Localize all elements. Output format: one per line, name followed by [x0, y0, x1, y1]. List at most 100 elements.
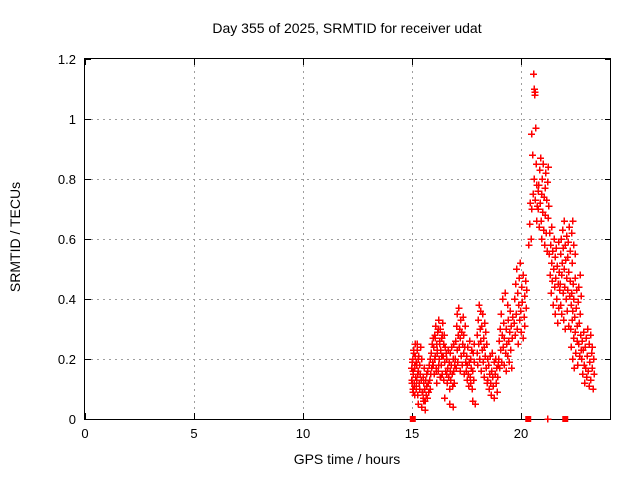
- data-point-plus: [483, 340, 491, 348]
- data-point-plus: [513, 265, 521, 273]
- zero-square-marker: [525, 416, 532, 422]
- data-point-plus: [528, 205, 536, 213]
- data-point-plus: [560, 265, 568, 273]
- data-point-plus: [464, 343, 472, 351]
- data-point-plus: [512, 310, 520, 318]
- data-point-plus: [557, 250, 565, 258]
- data-point-plus: [572, 304, 580, 312]
- data-point-plus: [439, 319, 447, 327]
- y-tick-label: 0.8: [58, 172, 76, 187]
- zero-square-marker: [562, 416, 569, 422]
- y-tick-label: 0.6: [58, 232, 76, 247]
- data-point-plus: [544, 214, 552, 222]
- y-axis-label: SRMTID / TECUs: [7, 182, 23, 292]
- data-point-plus: [480, 373, 488, 381]
- data-point-plus: [567, 325, 575, 333]
- data-point-plus: [583, 373, 591, 381]
- data-point-plus: [435, 316, 443, 324]
- data-point-plus: [469, 367, 477, 375]
- data-point-plus: [585, 382, 593, 390]
- data-point-plus: [408, 358, 416, 366]
- data-point-plus: [544, 178, 552, 186]
- data-point-plus: [565, 223, 573, 231]
- data-point-plus: [570, 241, 578, 249]
- data-point-plus: [423, 394, 431, 402]
- data-point-plus: [570, 295, 578, 303]
- data-point-plus: [554, 319, 562, 327]
- data-point-plus: [505, 358, 513, 366]
- data-point-plus: [520, 313, 528, 321]
- data-point-plus: [493, 388, 501, 396]
- data-point-plus: [500, 319, 508, 327]
- data-point-plus: [536, 199, 544, 207]
- data-point-plus: [475, 301, 483, 309]
- data-point-plus: [411, 391, 419, 399]
- data-point-plus: [513, 325, 521, 333]
- data-point-plus: [588, 349, 596, 357]
- data-point-plus: [523, 286, 531, 294]
- data-point-plus: [421, 406, 429, 414]
- data-point-plus: [588, 343, 596, 351]
- x-tick-label: 0: [81, 426, 88, 441]
- data-point-plus: [470, 376, 478, 384]
- data-point-plus: [482, 328, 490, 336]
- data-point-plus: [567, 343, 575, 351]
- data-point-plus: [534, 205, 542, 213]
- data-point-plus: [537, 154, 545, 162]
- data-point-plus: [528, 130, 536, 138]
- data-point-plus: [517, 328, 525, 336]
- data-point-plus: [519, 334, 527, 342]
- data-point-plus: [577, 292, 585, 300]
- data-point-plus: [529, 190, 537, 198]
- data-point-plus: [564, 253, 572, 261]
- data-point-plus: [527, 235, 535, 243]
- data-point-plus: [481, 319, 489, 327]
- data-point-plus: [485, 385, 493, 393]
- data-point-plus: [495, 337, 503, 345]
- data-point-plus: [553, 295, 561, 303]
- data-point-plus: [521, 322, 529, 330]
- data-point-plus: [433, 346, 441, 354]
- data-point-plus: [504, 301, 512, 309]
- data-point-plus: [479, 358, 487, 366]
- scatter-points: [408, 70, 598, 423]
- data-point-plus: [572, 349, 580, 357]
- data-point-plus: [459, 313, 467, 321]
- x-tick-labels: 0 5 10 15 20: [81, 426, 528, 441]
- data-point-plus: [545, 202, 553, 210]
- data-point-plus: [574, 298, 582, 306]
- data-point-plus: [499, 295, 507, 303]
- data-point-plus: [558, 271, 566, 279]
- data-point-plus: [426, 385, 434, 393]
- data-point-plus: [549, 301, 557, 309]
- data-point-plus: [550, 235, 558, 243]
- data-point-plus: [559, 289, 567, 297]
- data-point-plus: [413, 340, 421, 348]
- data-point-plus: [569, 280, 577, 288]
- data-point-plus: [569, 217, 577, 225]
- data-point-plus: [547, 241, 555, 249]
- data-point-plus: [504, 316, 512, 324]
- data-point-plus: [461, 322, 469, 330]
- data-point-plus: [426, 376, 434, 384]
- data-point-plus: [548, 259, 556, 267]
- data-point-plus: [590, 370, 598, 378]
- data-point-plus: [506, 328, 514, 336]
- data-point-plus: [473, 331, 481, 339]
- data-point-plus: [418, 403, 426, 411]
- data-point-plus: [431, 355, 439, 363]
- data-point-plus: [553, 262, 561, 270]
- data-point-plus: [507, 346, 515, 354]
- data-point-plus: [452, 364, 460, 372]
- data-point-plus: [575, 319, 583, 327]
- zero-plus-marker: [544, 415, 552, 423]
- data-point-plus: [539, 160, 547, 168]
- x-tick-label: 15: [405, 426, 419, 441]
- data-point-plus: [571, 313, 579, 321]
- data-point-plus: [556, 280, 564, 288]
- data-point-plus: [571, 328, 579, 336]
- data-point-plus: [568, 229, 576, 237]
- data-point-plus: [492, 379, 500, 387]
- data-point-plus: [588, 364, 596, 372]
- data-point-plus: [580, 328, 588, 336]
